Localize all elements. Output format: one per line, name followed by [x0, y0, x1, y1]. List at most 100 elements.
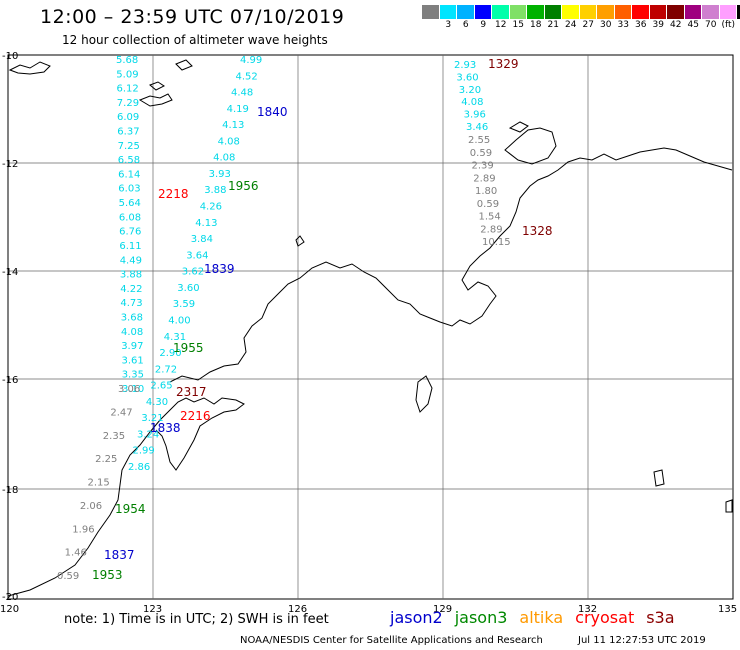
map-frame	[7, 54, 734, 600]
lon-label-135: 135	[718, 604, 737, 615]
wave-height-value: 3.68	[121, 313, 143, 324]
wave-height-value: 3.93	[209, 169, 231, 180]
wave-height-value: 1.46	[65, 548, 87, 559]
wave-height-value: 4.08	[121, 327, 143, 338]
wave-height-value: 3.96	[464, 110, 486, 121]
legend-swatch	[649, 5, 667, 19]
longitude-labels: 120 123 126 129 132 135	[0, 604, 737, 615]
lat-label-10: -10	[2, 51, 18, 62]
map-grid	[8, 55, 733, 599]
coastlines	[7, 59, 733, 597]
legend-label: 12	[495, 20, 507, 30]
wave-height-value: 2.47	[110, 407, 132, 418]
wave-height-value: 4.52	[236, 71, 258, 82]
lon-label-120: 120	[0, 604, 19, 615]
wave-height-value: 6.09	[117, 112, 139, 123]
wave-height-value: 6.12	[117, 84, 139, 95]
time-label-1955: 1955	[173, 341, 204, 355]
legend-swatch	[492, 5, 510, 19]
wave-height-value: 3.46	[466, 122, 488, 133]
wave-height-value: 2.25	[95, 454, 117, 465]
time-label-2218: 2218	[158, 187, 189, 201]
legend-swatch	[719, 5, 737, 19]
legend-swatch	[614, 5, 632, 19]
latitude-labels: -10 -12 -14 -16 -18 -20	[2, 51, 18, 603]
lat-label-12: -12	[2, 159, 18, 170]
wave-height-value: 4.08	[218, 136, 240, 147]
legend-unit: (ft)	[721, 20, 736, 30]
legend-label: 24	[565, 20, 577, 30]
footnote: note: 1) Time is in UTC; 2) SWH is in fe…	[64, 612, 329, 627]
wave-height-value: 4.73	[120, 298, 142, 309]
legend-label: 18	[530, 20, 542, 30]
satellite-jason2: jason2	[390, 608, 443, 627]
wave-height-value: 2.06	[80, 501, 102, 512]
page-title: 12:00 – 23:59 UTC 07/10/2019	[40, 6, 345, 28]
satellite-cryosat: cryosat	[575, 608, 635, 627]
legend-label: 30	[600, 20, 612, 30]
wave-height-value: 4.13	[195, 218, 217, 229]
legend-swatch	[597, 5, 615, 19]
wave-height-value: 4.13	[222, 120, 244, 131]
wave-height-value: 6.08	[119, 212, 141, 223]
legend-swatch	[509, 5, 527, 19]
wave-height-value: 3.20	[459, 85, 481, 96]
lat-label-18: -18	[2, 485, 18, 496]
legend-swatch	[562, 5, 580, 19]
legend-label: 3	[445, 20, 452, 30]
wave-height-value: 4.30	[146, 397, 168, 408]
lat-label-14: -14	[2, 267, 18, 278]
wave-height-value: 4.19	[227, 104, 249, 115]
wave-height-value: 3.21	[141, 413, 163, 424]
lat-label-20: -20	[2, 592, 18, 603]
wave-height-value: 3.61	[122, 355, 144, 366]
wave-height-value: 5.64	[119, 198, 141, 209]
lon-label-123: 123	[143, 604, 162, 615]
legend-label: 70	[705, 20, 717, 30]
time-label-1954: 1954	[115, 502, 146, 516]
legend-label: 15	[512, 20, 524, 30]
wave-height-value: 2.89	[480, 224, 502, 235]
wave-height-value: 6.14	[118, 169, 140, 180]
wave-height-value: 3.24	[137, 429, 159, 440]
legend-swatch	[737, 5, 740, 19]
lon-label-129: 129	[433, 604, 452, 615]
legend-label: 36	[635, 20, 647, 30]
wave-height-value: 3.97	[121, 341, 143, 352]
legend-swatch	[632, 5, 650, 19]
wave-height-value: 3.59	[173, 299, 195, 310]
wave-height-value: 3.60	[456, 72, 478, 83]
wave-height-value: 6.76	[119, 227, 141, 238]
legend-label: 33	[617, 20, 629, 30]
wave-height-value: 6.58	[118, 155, 140, 166]
wave-height-value: 4.49	[120, 255, 142, 266]
legend-swatch	[667, 5, 685, 19]
wave-height-value: 2.35	[103, 431, 125, 442]
wave-height-value: 2.99	[133, 446, 155, 457]
wave-height-value: 1.80	[475, 186, 497, 197]
time-label-1839: 1839	[204, 262, 235, 276]
track-cyan-right: 2.933.60 3.204.08 3.963.46	[454, 60, 488, 133]
legend-swatch	[702, 5, 720, 19]
time-label-2317: 2317	[176, 385, 207, 399]
wave-height-value: 3.88	[204, 185, 226, 196]
lat-label-16: -16	[2, 375, 18, 386]
legend-swatch	[474, 5, 492, 19]
legend-label: 45	[687, 20, 699, 30]
satellite-s3a: s3a	[646, 608, 675, 627]
legend-label: 39	[652, 20, 664, 30]
wave-height-value: 6.37	[117, 127, 139, 138]
wave-height-value: 4.22	[120, 284, 142, 295]
legend-label: 42	[670, 20, 682, 30]
time-label-2216: 2216	[180, 409, 211, 423]
track-cyan-left: 5.68 5.09 6.12 7.29 6.09 6.37 7.25 6.58 6.14 6.03…	[116, 55, 144, 395]
wave-height-value: 3.84	[191, 234, 213, 245]
wave-height-value: 10.15	[482, 237, 511, 248]
wave-height-value: 1.54	[479, 212, 501, 223]
wave-height-value: 4.08	[461, 97, 483, 108]
wave-height-value: 4.31	[164, 332, 186, 343]
wave-height-value: 0.59	[470, 148, 492, 159]
wave-height-value: 2.93	[454, 60, 476, 71]
wave-height-value: 5.09	[116, 69, 138, 80]
wave-height-value: 0.59	[57, 571, 79, 582]
